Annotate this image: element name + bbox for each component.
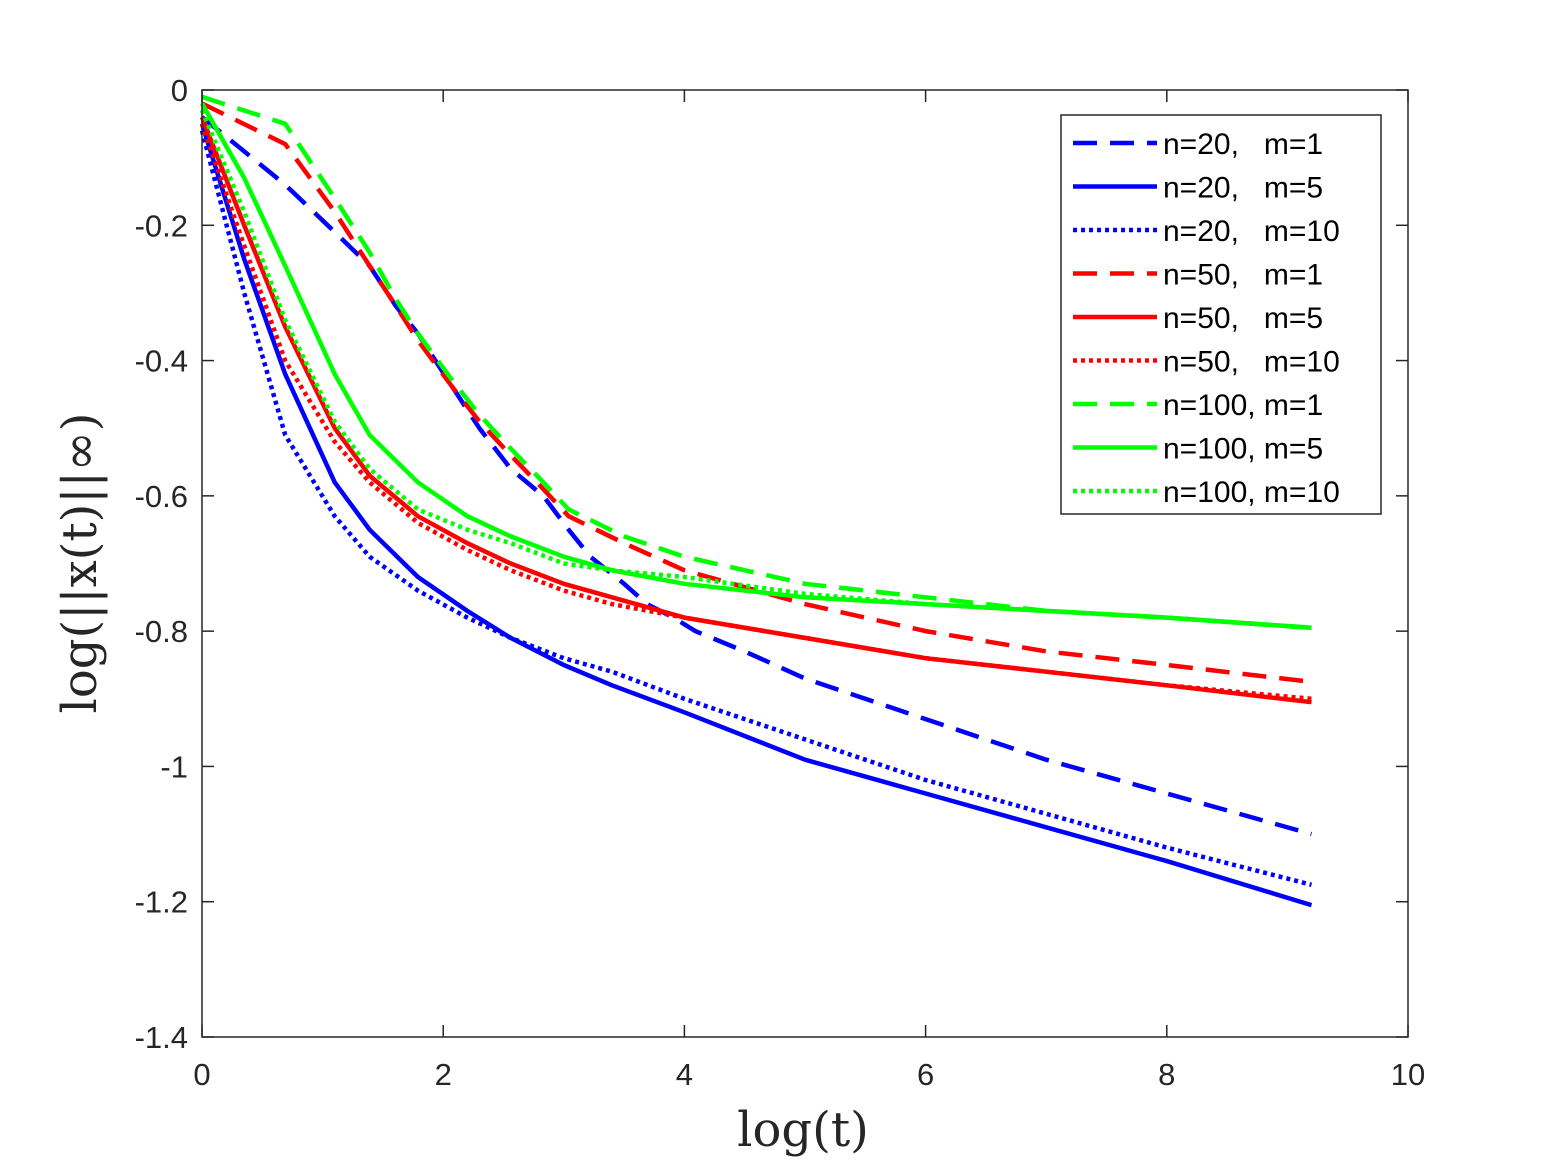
x-tick-label: 2 [435, 1057, 452, 1092]
y-tick-label: -1 [160, 749, 188, 784]
y-tick-label: -1.2 [135, 885, 188, 920]
y-tick-label: -0.6 [135, 479, 188, 514]
x-axis-label: log(t) [737, 1102, 869, 1158]
y-axis-label: log(||x(t)||∞) [52, 413, 108, 714]
series-line-3 [199, 130, 1313, 887]
series-line-6 [199, 123, 1312, 702]
legend-label-3: n=20, m=10 [1163, 215, 1340, 248]
series-line-5 [199, 116, 1312, 705]
y-tick-label: -1.4 [135, 1020, 188, 1055]
y-tick-label: 0 [171, 73, 188, 108]
legend: n=20, m=1 n=20, m=5 n=20, m=10 n=50, m=1 n=5… [1060, 114, 1382, 515]
legend-label-4: n=50, m=1 [1163, 259, 1323, 292]
series-line-9 [199, 109, 1312, 631]
axes-layer: 0 2 4 6 8 10 0 -0.2 -0.4 -0.6 -0.8 -1 -1.2 -1.4 [135, 73, 1426, 1092]
legend-label-5: n=50, m=5 [1163, 302, 1323, 335]
legend-label-2: n=20, m=5 [1163, 172, 1323, 205]
y-tick-label: -0.2 [135, 208, 188, 243]
x-tick-label: 0 [193, 1057, 210, 1092]
series-line-4 [201, 101, 1312, 685]
legend-label-1: n=20, m=1 [1163, 128, 1323, 161]
series-line-2 [199, 123, 1313, 908]
axes-box [201, 89, 1409, 1038]
x-tick-label: 10 [1391, 1057, 1425, 1092]
series-line-7 [201, 94, 1312, 631]
series-line-1 [200, 115, 1313, 837]
y-tick-label: -0.8 [135, 614, 188, 649]
x-tick-label: 8 [1158, 1057, 1175, 1092]
legend-label-7: n=100, m=1 [1163, 389, 1323, 422]
legend-label-6: n=50, m=10 [1163, 346, 1340, 379]
y-tick-label: -0.4 [135, 344, 188, 379]
x-tick-label: 6 [917, 1057, 934, 1092]
legend-label-8: n=100, m=5 [1163, 433, 1323, 466]
series-layer [199, 94, 1313, 908]
x-tick-label: 4 [676, 1057, 693, 1092]
legend-label-9: n=100, m=10 [1163, 476, 1340, 509]
